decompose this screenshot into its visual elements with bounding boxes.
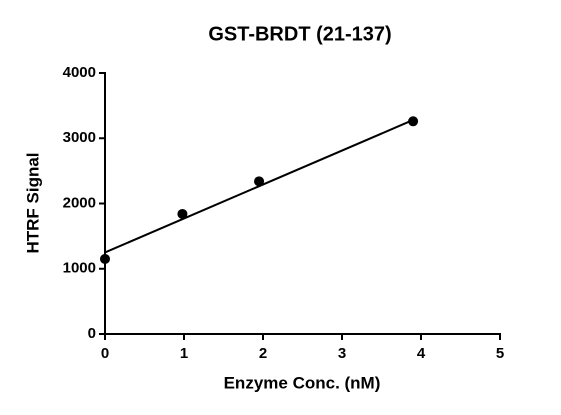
y-tick-label: 2000: [63, 194, 96, 211]
data-point: [100, 253, 110, 264]
x-axis-title: Enzyme Conc. (nM): [224, 373, 381, 392]
y-tick-label: 4000: [63, 64, 96, 81]
y-tick-label: 1000: [63, 260, 96, 277]
data-point: [177, 208, 188, 219]
y-tick-label: 0: [88, 325, 96, 342]
y-axis-title: HTRF Signal: [23, 152, 42, 253]
x-tick-label: 1: [180, 345, 188, 362]
x-tick-label: 2: [259, 345, 267, 362]
x-tick-label: 0: [101, 345, 109, 362]
x-tick-label: 5: [496, 345, 504, 362]
x-tick-label: 4: [417, 345, 426, 362]
y-tick-label: 3000: [63, 129, 96, 146]
data-point: [254, 176, 265, 187]
chart-title: GST-BRDT (21-137): [208, 23, 391, 45]
x-tick-label: 3: [338, 345, 346, 362]
data-point: [408, 116, 419, 127]
